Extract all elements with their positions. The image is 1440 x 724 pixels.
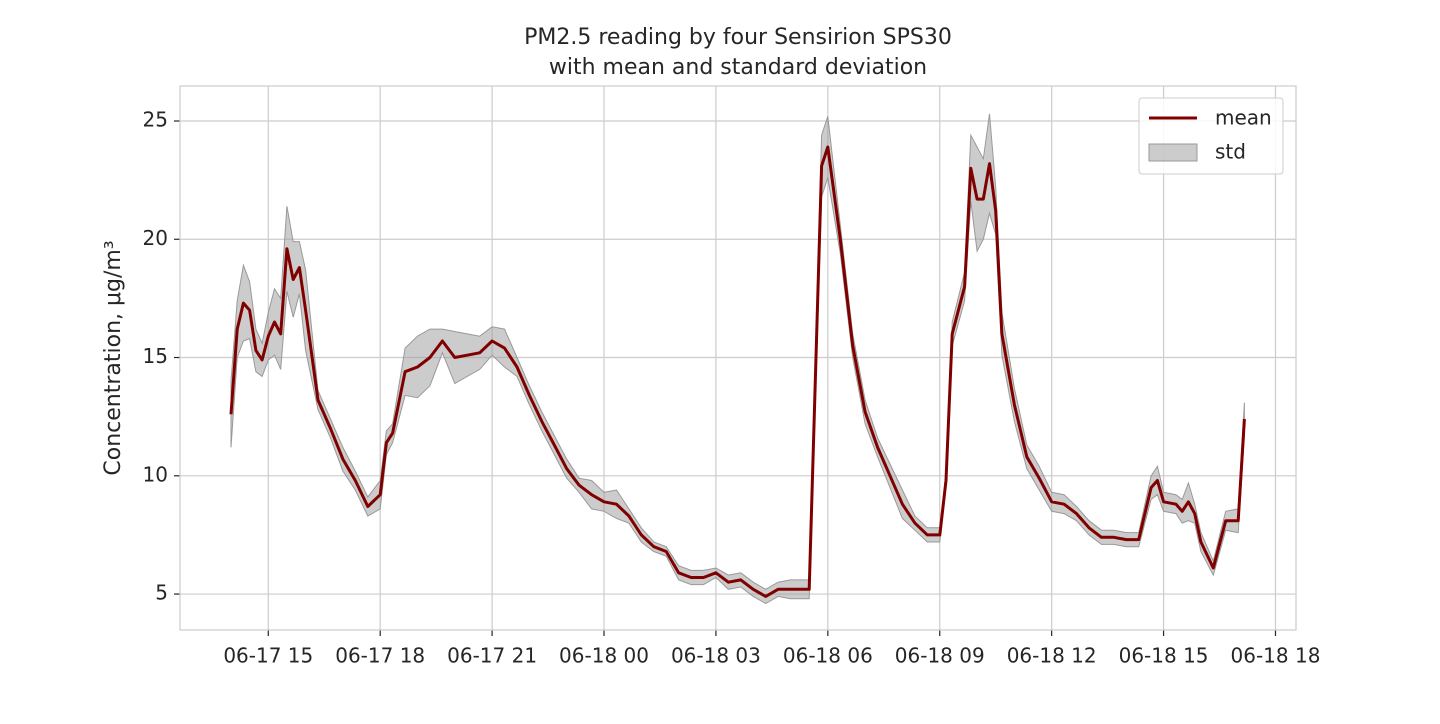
x-tick-label: 06-17 21 bbox=[447, 644, 537, 668]
chart-title: PM2.5 reading by four Sensirion SPS30 bbox=[524, 25, 952, 50]
x-tick-label: 06-18 09 bbox=[895, 644, 985, 668]
x-tick-label: 06-18 18 bbox=[1231, 644, 1321, 668]
x-tick-label: 06-18 15 bbox=[1119, 644, 1209, 668]
legend-label: std bbox=[1215, 140, 1246, 164]
x-tick-label: 06-18 00 bbox=[559, 644, 649, 668]
y-tick-label: 5 bbox=[155, 581, 168, 605]
x-tick-label: 06-17 18 bbox=[335, 644, 425, 668]
y-tick-label: 10 bbox=[143, 462, 168, 486]
x-tick-label: 06-18 03 bbox=[671, 644, 761, 668]
y-axis-label: Concentration, μg/m³ bbox=[101, 240, 126, 475]
x-tick-label: 06-17 15 bbox=[223, 644, 313, 668]
chart-subtitle: with mean and standard deviation bbox=[549, 55, 927, 80]
y-tick-label: 15 bbox=[143, 344, 168, 368]
x-tick-label: 06-18 12 bbox=[1007, 644, 1097, 668]
y-tick-label: 20 bbox=[143, 226, 168, 250]
legend-label: mean bbox=[1215, 106, 1272, 130]
plot-frame bbox=[179, 85, 1297, 631]
mean-line bbox=[229, 145, 1246, 598]
legend-patch bbox=[1148, 143, 1198, 162]
x-tick-label: 06-18 06 bbox=[783, 644, 873, 668]
y-tick-label: 25 bbox=[143, 108, 168, 132]
